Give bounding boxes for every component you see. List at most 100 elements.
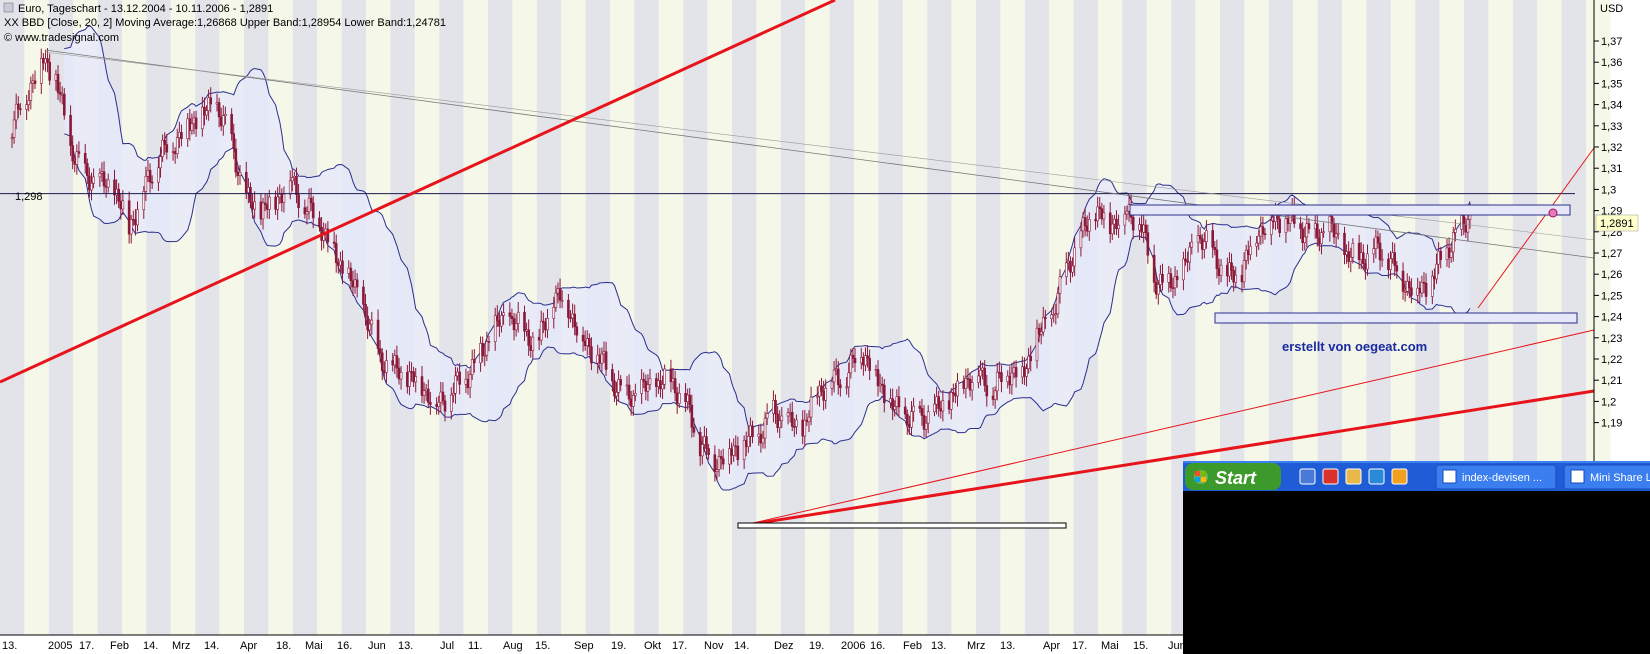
date-stripe (927, 0, 952, 635)
candle-body (1418, 287, 1422, 294)
candle-body (575, 326, 579, 336)
task-button-1[interactable]: index-devisen ... (1435, 464, 1557, 490)
candle-body (412, 371, 415, 383)
candle-body (1372, 248, 1376, 255)
candle-body (454, 375, 457, 394)
candle-body (788, 411, 792, 414)
candle-body (1064, 262, 1068, 277)
candle-body (1186, 260, 1189, 263)
candle-body (615, 392, 618, 397)
task-button-2[interactable]: Mini Share Li (1563, 464, 1650, 490)
candle-body (19, 108, 22, 111)
candle-body (1303, 236, 1307, 243)
candle-body (918, 405, 922, 409)
candle-body (12, 119, 16, 138)
candle-body (912, 405, 915, 412)
candle-body (1437, 250, 1440, 265)
candle-body (761, 437, 765, 444)
candle-body (1366, 253, 1369, 270)
candle-body (598, 354, 602, 364)
candle-body (261, 202, 265, 220)
candle-body (993, 390, 997, 400)
browser-icon[interactable] (1299, 468, 1316, 485)
candle-body (882, 384, 886, 403)
date-stripe (707, 0, 732, 635)
candle-body (209, 97, 213, 105)
candle-body (895, 396, 899, 407)
candle-body (642, 379, 646, 382)
date-stripe (683, 0, 708, 635)
candle-body (1347, 251, 1350, 262)
candle-body (747, 435, 750, 448)
candle-body (1175, 276, 1179, 281)
y-tick-label: 1,37 (1601, 36, 1622, 48)
candle-body (466, 378, 470, 388)
candle-body (311, 202, 315, 219)
candle-body (92, 176, 95, 184)
candle-body (640, 379, 643, 394)
candle-body (1234, 274, 1238, 283)
candle-body (150, 181, 154, 184)
candle-body (88, 175, 91, 191)
candle-body (1071, 265, 1074, 273)
candle-body (1454, 229, 1457, 233)
candle-body (820, 385, 823, 392)
x-tick-label: 14. (204, 640, 219, 652)
candle-body (744, 439, 748, 448)
candle-body (332, 241, 336, 244)
candle-body (1052, 313, 1056, 316)
candle-body (479, 343, 482, 364)
candle-body (364, 304, 367, 317)
candle-body (809, 396, 813, 418)
candle-body (217, 102, 221, 118)
x-tick-label: 16. (337, 640, 352, 652)
candle-body (1010, 372, 1014, 386)
x-tick-label: 17. (1072, 640, 1087, 652)
candle-body (1462, 215, 1466, 225)
candle-body (924, 422, 928, 430)
candle-body (1364, 263, 1367, 270)
candle-body (765, 413, 769, 419)
x-tick-label: 18. (276, 640, 291, 652)
candle-body (539, 320, 543, 341)
candle-body (778, 420, 781, 428)
steep-uptrend-line (739, 329, 1595, 527)
candle-body (692, 426, 696, 433)
candle-body (134, 219, 137, 226)
candle-body (732, 445, 735, 456)
candle-body (464, 378, 468, 385)
candle-body (1257, 235, 1261, 244)
candle-body (703, 436, 706, 445)
candle-body (1023, 366, 1026, 377)
candle-body (274, 196, 277, 210)
candle-body (1037, 327, 1041, 335)
candle-body (159, 156, 162, 169)
x-tick-label: 19. (809, 640, 824, 652)
ie-icon[interactable] (1368, 468, 1385, 485)
candle-body (395, 355, 399, 369)
candle-body (1343, 232, 1346, 255)
clock-icon[interactable] (1391, 468, 1408, 485)
candle-body (878, 383, 882, 387)
folder-icon[interactable] (1345, 468, 1362, 485)
candle-body (485, 341, 489, 356)
candle-body (39, 57, 43, 84)
date-stripe (805, 0, 830, 635)
candle-body (1380, 258, 1384, 261)
candle-body (941, 400, 945, 412)
candle-body (531, 336, 535, 351)
candle-body (1182, 258, 1185, 281)
candle-body (1125, 210, 1129, 215)
candle-body (1305, 223, 1309, 238)
candle-body (157, 167, 160, 183)
chart-icon (3, 2, 14, 13)
start-button[interactable]: Start (1185, 463, 1281, 490)
candle-body (1115, 218, 1118, 229)
media-icon[interactable] (1322, 468, 1339, 485)
y-tick-label: 1,33 (1601, 121, 1622, 133)
candle-body (129, 219, 133, 235)
candle-body (669, 368, 673, 383)
candle-body (27, 100, 31, 105)
currency-label: USD (1600, 3, 1623, 15)
